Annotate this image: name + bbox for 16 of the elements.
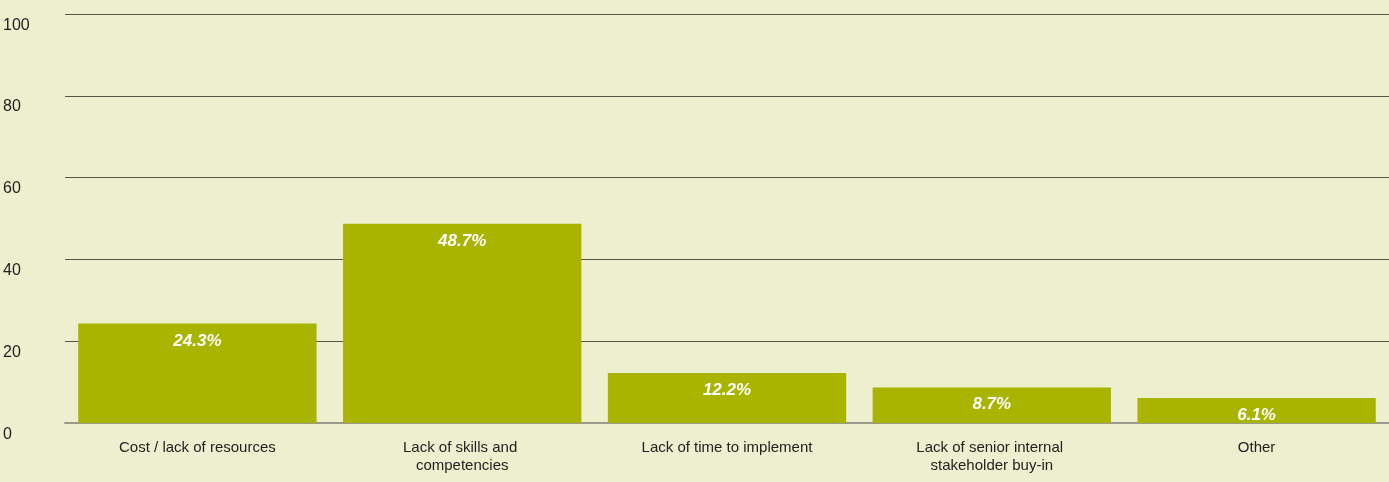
x-tick-label: Other <box>1237 437 1276 455</box>
y-tick-label: 40 <box>3 260 21 278</box>
data-label: 48.7% <box>437 230 487 250</box>
data-label: 6.1% <box>1237 405 1276 425</box>
data-label: 24.3% <box>172 330 222 350</box>
y-tick-label: 80 <box>3 97 21 115</box>
y-tick-label: 60 <box>3 179 21 197</box>
x-tick-label: Lack of senior internal stakeholder buy-in <box>916 437 1068 473</box>
y-tick-label: 20 <box>3 342 21 360</box>
y-tick-label: 100 <box>3 15 30 33</box>
y-tick-label: 0 <box>3 424 12 442</box>
data-label: 12.2% <box>702 380 752 400</box>
x-tick-label: Lack of skills and competencies <box>403 437 522 473</box>
x-tick-label: Lack of time to implement <box>641 437 814 455</box>
data-label: 8.7% <box>972 394 1012 414</box>
x-tick-label: Cost / lack of resources <box>119 437 276 455</box>
